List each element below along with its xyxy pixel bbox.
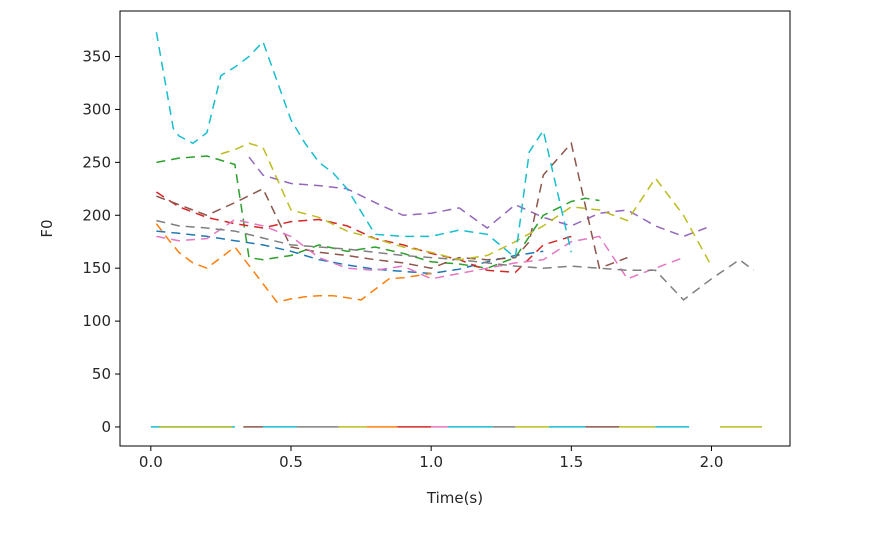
x-axis-label: Time(s) <box>426 489 483 507</box>
y-axis: 0 50 100 150 200 250 300 350 <box>82 48 120 436</box>
plot-frame <box>119 10 791 447</box>
x-axis: 0.0 0.5 1.0 1.5 2.0 <box>139 446 724 471</box>
series-6-line <box>156 141 628 270</box>
series-4-line <box>155 191 572 274</box>
series-8-line <box>156 219 755 301</box>
series-7-line <box>156 218 684 280</box>
x-tick-label: 1.0 <box>419 453 443 471</box>
plot-marks <box>150 32 762 428</box>
y-tick-label: 150 <box>82 259 111 277</box>
x-tick-label: 0.5 <box>279 453 303 471</box>
x-tick-label: 0.0 <box>139 453 163 471</box>
y-axis-label: F0 <box>38 219 56 237</box>
y-tick-label: 300 <box>82 100 111 118</box>
series-1-line <box>156 230 544 275</box>
y-tick-label: 50 <box>92 365 111 383</box>
y-tick-label: 250 <box>82 153 111 171</box>
y-tick-label: 100 <box>82 312 111 330</box>
series-9-line <box>220 142 713 267</box>
x-tick-label: 1.5 <box>559 453 583 471</box>
y-tick-label: 0 <box>101 418 111 436</box>
series-2-line <box>155 223 432 303</box>
series-10-line <box>155 32 573 260</box>
series-5-line <box>248 156 712 238</box>
y-tick-label: 200 <box>82 206 111 224</box>
y-tick-label: 350 <box>82 48 111 66</box>
series-3-line <box>156 155 600 269</box>
x-tick-label: 2.0 <box>700 453 724 471</box>
